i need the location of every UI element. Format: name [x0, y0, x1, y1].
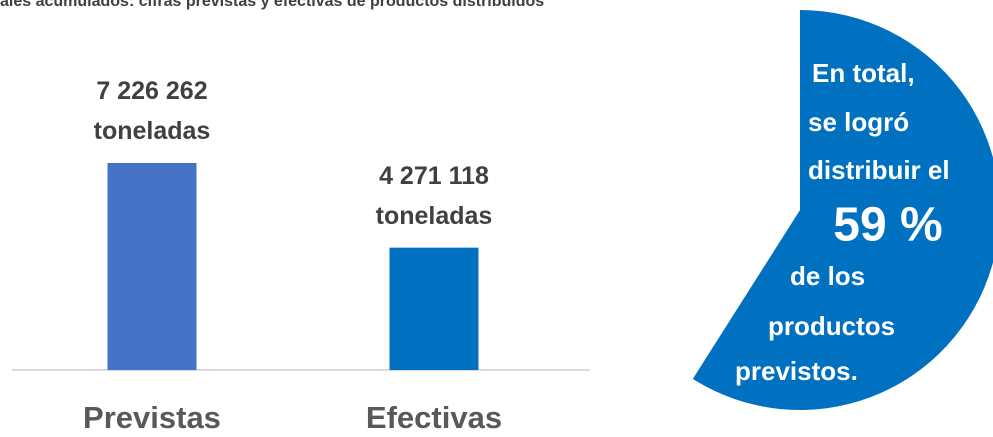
pie-slice	[692, 10, 993, 410]
value-label: 59 %	[833, 199, 942, 252]
annotation: distribuir el	[808, 155, 950, 185]
x-tick-label: Previstas	[83, 400, 221, 435]
annotation: En total,	[812, 58, 915, 88]
x-tick-label: Efectivas	[366, 400, 502, 435]
annotation: previstos.	[735, 356, 858, 386]
value-label: 4 271 118 toneladas	[375, 161, 493, 230]
annotation: productos	[768, 311, 895, 341]
chart-title: ales acumulados: cifras previstas y efec…	[0, 0, 544, 10]
value-label: 7 226 262 toneladas	[93, 77, 211, 145]
annotation: de los	[790, 261, 865, 291]
annotation: se logró	[808, 107, 909, 137]
bar	[389, 247, 479, 370]
bar	[107, 163, 197, 370]
